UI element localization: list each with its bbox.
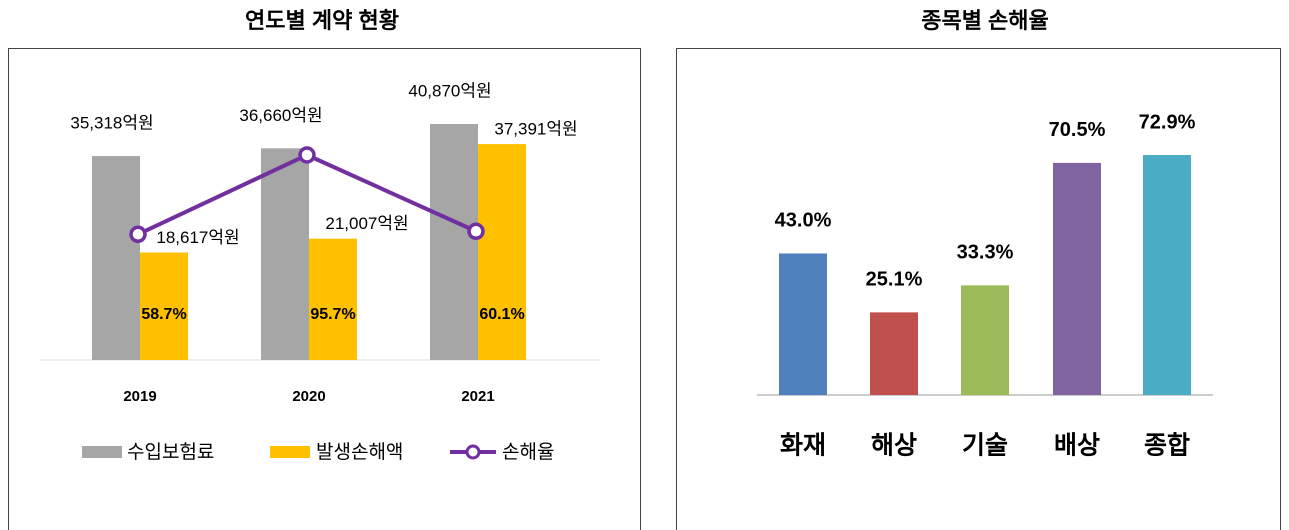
value-label: 95.7% bbox=[310, 306, 355, 323]
chart-title: 연도별 계약 현황 bbox=[245, 8, 399, 33]
value-label: 35,318억원 bbox=[70, 114, 153, 133]
legend-swatch bbox=[82, 446, 122, 458]
legend-label: 발생손해액 bbox=[316, 441, 403, 463]
legend-swatch bbox=[270, 446, 310, 458]
x-tick-label: 2020 bbox=[292, 388, 325, 405]
bar bbox=[309, 238, 357, 360]
value-label: 58.7% bbox=[141, 306, 186, 323]
panel bbox=[8, 48, 641, 530]
bar bbox=[430, 124, 478, 360]
value-label: 18,617억원 bbox=[156, 228, 239, 247]
value-label: 25.1% bbox=[866, 269, 923, 291]
bar bbox=[261, 148, 309, 360]
value-label: 43.0% bbox=[775, 210, 832, 232]
bar bbox=[870, 312, 918, 395]
line-point bbox=[467, 222, 485, 241]
value-label: 60.1% bbox=[479, 306, 524, 323]
x-tick-label: 종합 bbox=[1144, 432, 1190, 460]
line-point bbox=[298, 146, 316, 164]
x-tick-label: 기술 bbox=[962, 432, 1008, 460]
panel bbox=[676, 48, 1281, 530]
x-tick-label: 해상 bbox=[871, 432, 917, 460]
x-tick-label: 2021 bbox=[461, 388, 494, 405]
value-label: 72.9% bbox=[1139, 111, 1196, 133]
x-tick-label: 배상 bbox=[1054, 432, 1100, 460]
bar bbox=[1143, 155, 1191, 395]
value-label: 37,391억원 bbox=[494, 120, 577, 139]
x-tick-label: 화재 bbox=[780, 432, 826, 460]
bar bbox=[478, 144, 526, 360]
value-label: 70.5% bbox=[1049, 119, 1106, 141]
value-label: 33.3% bbox=[957, 242, 1014, 264]
bar bbox=[779, 253, 827, 395]
value-label: 36,660억원 bbox=[239, 106, 322, 125]
legend-label: 손해율 bbox=[502, 441, 554, 463]
bar bbox=[92, 156, 140, 360]
chart-title: 종목별 손해율 bbox=[921, 8, 1049, 33]
value-label: 21,007억원 bbox=[325, 214, 408, 233]
value-label: 40,870억원 bbox=[408, 81, 491, 100]
legend-label: 수입보험료 bbox=[127, 441, 214, 463]
bar bbox=[1053, 162, 1101, 395]
x-tick-label: 2019 bbox=[123, 388, 156, 405]
line-point bbox=[129, 225, 147, 244]
bar bbox=[961, 285, 1009, 395]
legend-swatch bbox=[465, 444, 481, 460]
bar bbox=[140, 252, 188, 360]
